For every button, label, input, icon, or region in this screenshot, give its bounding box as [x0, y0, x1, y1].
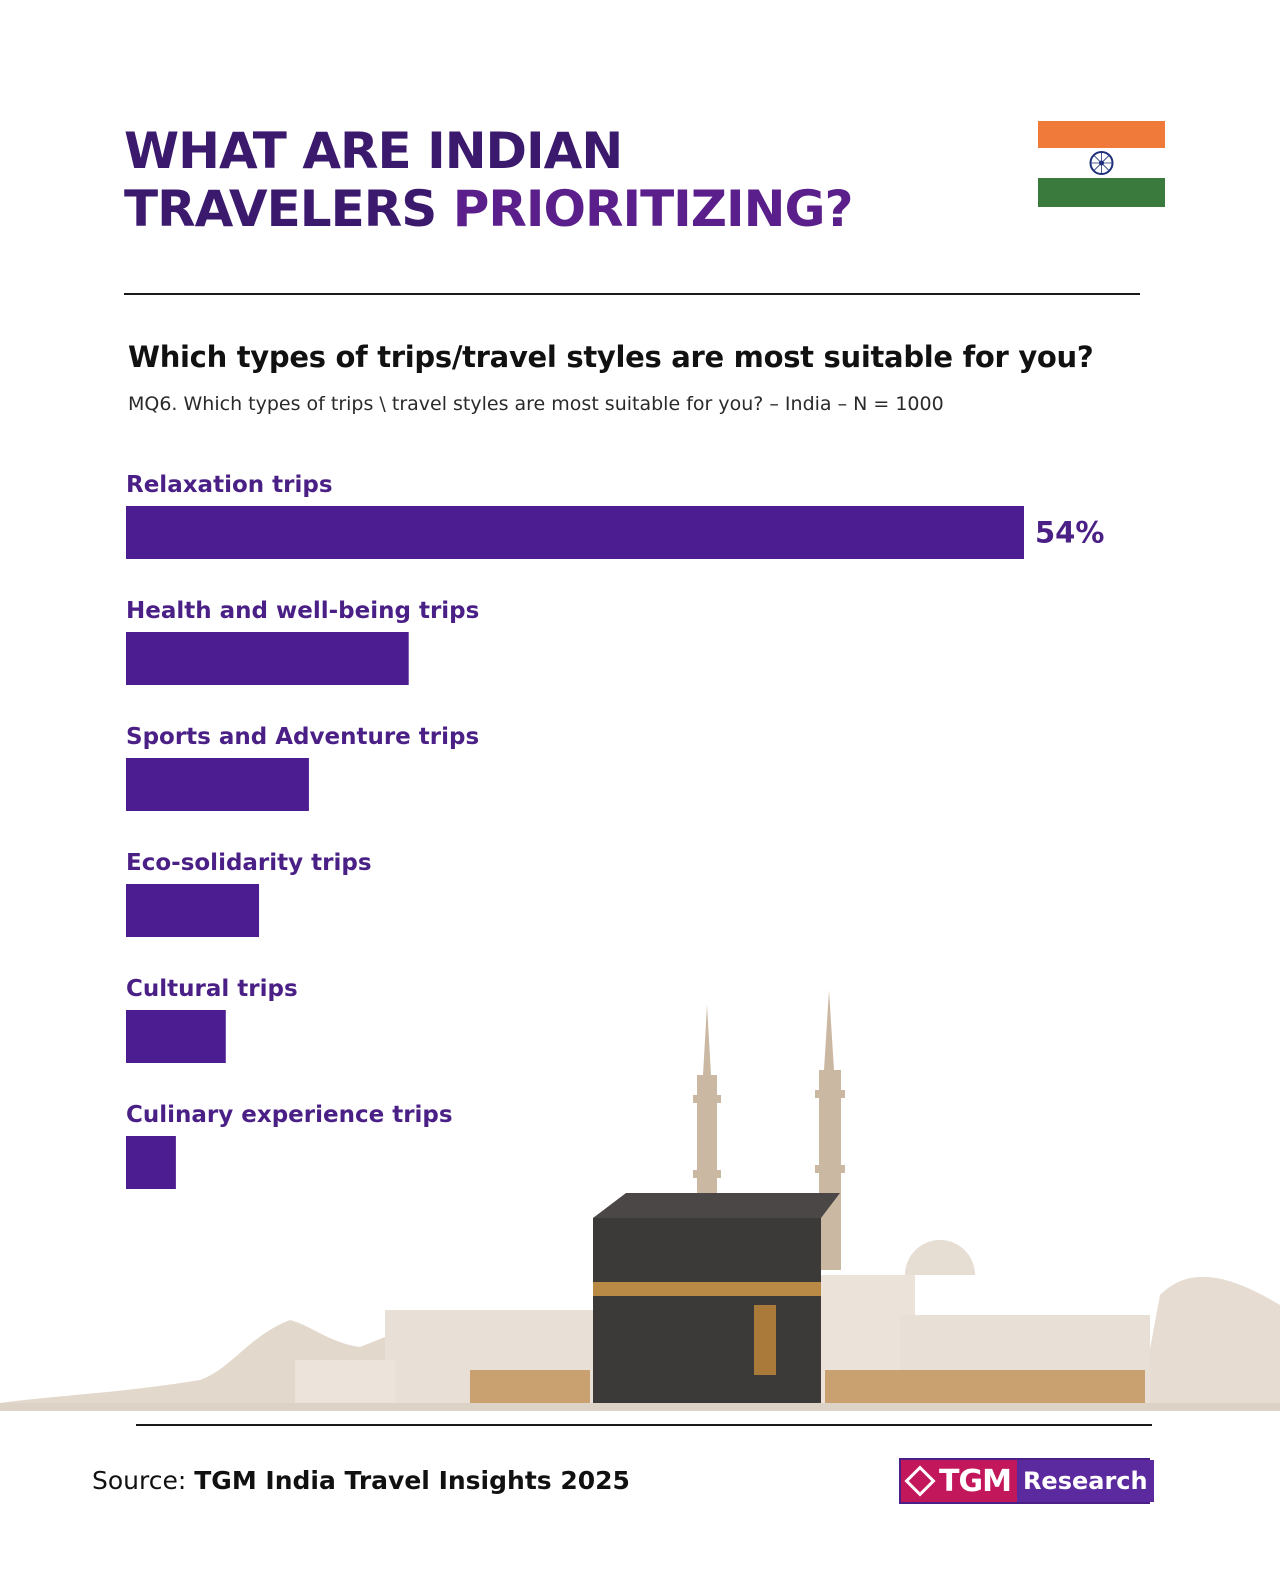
logo-tgm-text: TGM [939, 1463, 1012, 1499]
chart-subquestion: MQ6. Which types of trips \ travel style… [128, 393, 944, 415]
logo-tgm: TGM [901, 1460, 1017, 1502]
data-label: 54% [1035, 516, 1104, 550]
bar [126, 884, 260, 937]
chart-question: Which types of trips/travel styles are m… [128, 340, 1094, 374]
footer-divider [136, 1424, 1152, 1426]
source-note: Source: TGM India Travel Insights 2025 [92, 1466, 630, 1495]
category-label: Culinary experience trips [126, 1102, 453, 1128]
category-label: Cultural trips [126, 976, 298, 1002]
bar [126, 1010, 226, 1063]
bar [126, 758, 309, 811]
bar [126, 506, 1024, 559]
logo-research: Research [1016, 1460, 1154, 1502]
source-prefix: Source: [92, 1466, 187, 1495]
category-label: Relaxation trips [126, 472, 333, 498]
bar [126, 632, 409, 685]
logo-diamond-icon [904, 1465, 936, 1497]
bar-chart: Relaxation trips 54% Health and well-being… [126, 472, 1104, 1189]
title-line-2a: TRAVELERS [124, 180, 437, 238]
category-label: Sports and Adventure trips [126, 724, 479, 750]
page-title: WHAT ARE INDIAN TRAVELERS PRIORITIZING? [124, 122, 854, 238]
title-line-2b: PRIORITIZING? [452, 180, 854, 238]
tgm-research-logo: TGM Research [899, 1458, 1154, 1504]
india-flag-icon [1038, 121, 1165, 207]
mosque-skyline-illustration [0, 990, 1280, 1411]
title-line-1: WHAT ARE INDIAN [124, 122, 623, 180]
bar [126, 1136, 176, 1189]
category-label: Eco-solidarity trips [126, 850, 372, 876]
source-name: TGM India Travel Insights 2025 [194, 1466, 630, 1495]
header-divider [124, 293, 1140, 295]
category-label: Health and well-being trips [126, 598, 479, 624]
